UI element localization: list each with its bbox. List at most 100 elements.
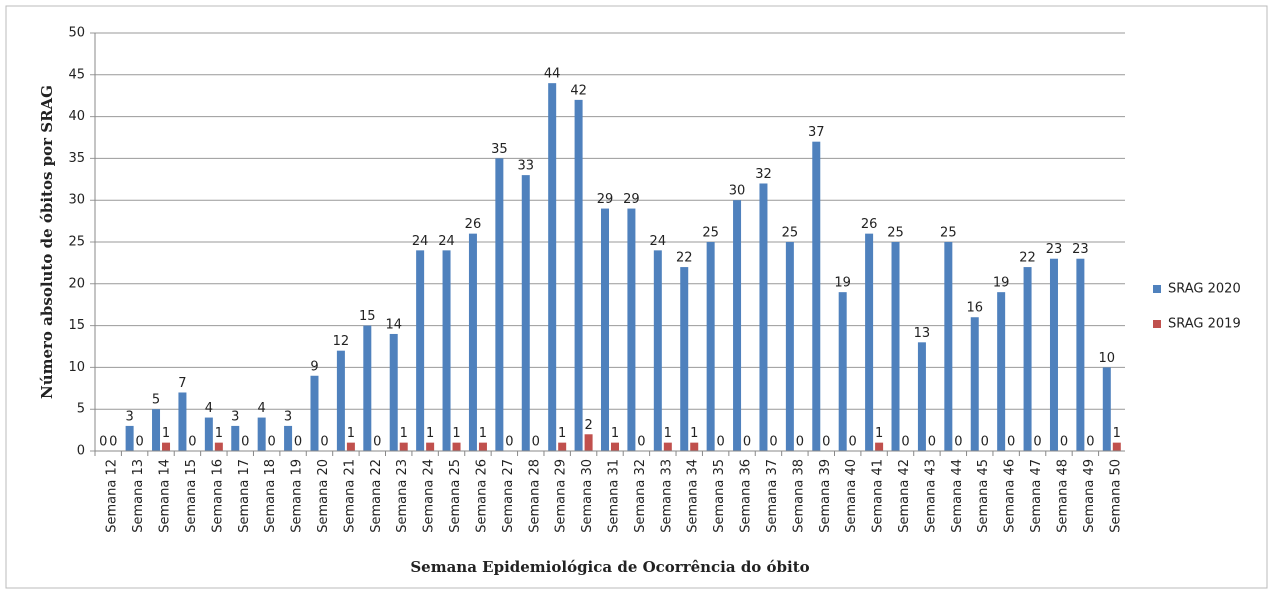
data-label: 4 bbox=[258, 401, 266, 416]
data-label: 16 bbox=[966, 301, 983, 316]
y-tick-label: 45 bbox=[68, 67, 85, 82]
bar bbox=[1023, 267, 1032, 451]
bar bbox=[521, 175, 530, 451]
bar bbox=[416, 250, 425, 451]
data-label: 1 bbox=[611, 426, 619, 441]
x-tick-label: Semana 39 bbox=[818, 459, 833, 533]
data-label: 0 bbox=[769, 435, 777, 450]
y-tick-label: 50 bbox=[68, 26, 85, 41]
data-label: 29 bbox=[623, 192, 640, 207]
legend-label: SRAG 2019 bbox=[1168, 317, 1241, 332]
x-tick-label: Semana 31 bbox=[607, 459, 622, 533]
bar bbox=[865, 233, 874, 451]
x-tick-label: Semana 19 bbox=[290, 459, 305, 533]
bar bbox=[706, 242, 715, 451]
data-label: 0 bbox=[901, 435, 909, 450]
bar bbox=[997, 292, 1006, 451]
bar bbox=[363, 325, 372, 451]
data-label: 7 bbox=[178, 376, 186, 391]
data-label: 1 bbox=[875, 426, 883, 441]
data-label: 42 bbox=[570, 83, 587, 98]
y-tick-label: 15 bbox=[68, 318, 85, 333]
bar bbox=[1102, 367, 1111, 451]
y-tick-label: 10 bbox=[68, 360, 85, 375]
data-label: 1 bbox=[1113, 426, 1121, 441]
bar bbox=[548, 83, 557, 451]
bar bbox=[663, 442, 672, 451]
bar bbox=[970, 317, 979, 451]
data-label: 0 bbox=[268, 435, 276, 450]
y-tick-label: 25 bbox=[68, 235, 85, 250]
bar bbox=[574, 99, 583, 451]
bar bbox=[162, 442, 171, 451]
data-label: 0 bbox=[532, 435, 540, 450]
data-label: 37 bbox=[808, 125, 825, 140]
bar bbox=[478, 442, 487, 451]
legend-swatch bbox=[1153, 285, 1161, 293]
data-label: 24 bbox=[412, 234, 429, 249]
bar bbox=[468, 233, 477, 451]
data-label: 3 bbox=[125, 409, 133, 424]
x-tick-label: Semana 27 bbox=[501, 459, 516, 533]
data-label: 26 bbox=[861, 217, 878, 232]
data-label: 0 bbox=[981, 435, 989, 450]
bar bbox=[680, 267, 689, 451]
data-label: 33 bbox=[517, 159, 534, 174]
bar bbox=[917, 342, 926, 451]
data-label: 0 bbox=[637, 435, 645, 450]
data-label: 9 bbox=[310, 359, 318, 374]
data-label: 15 bbox=[359, 309, 376, 324]
legend-swatch bbox=[1153, 320, 1161, 328]
data-label: 0 bbox=[99, 435, 107, 450]
bar bbox=[426, 442, 435, 451]
x-tick-label: Semana 18 bbox=[263, 459, 278, 533]
bar bbox=[875, 442, 884, 451]
bar bbox=[178, 392, 187, 451]
data-label: 0 bbox=[188, 435, 196, 450]
bar bbox=[1076, 258, 1085, 451]
data-label: 19 bbox=[993, 276, 1010, 291]
data-label: 0 bbox=[109, 435, 117, 450]
data-label: 26 bbox=[465, 217, 482, 232]
x-tick-label: Semana 35 bbox=[712, 459, 727, 533]
data-label: 1 bbox=[347, 426, 355, 441]
x-tick-label: Semana 12 bbox=[105, 459, 120, 533]
data-label: 0 bbox=[928, 435, 936, 450]
data-label: 19 bbox=[834, 276, 851, 291]
data-label: 0 bbox=[743, 435, 751, 450]
bar bbox=[601, 208, 609, 451]
x-tick-label: Semana 28 bbox=[527, 459, 542, 533]
x-tick-label: Semana 43 bbox=[923, 459, 938, 533]
data-label: 0 bbox=[1033, 435, 1041, 450]
y-tick-label: 5 bbox=[77, 402, 85, 417]
bar bbox=[231, 425, 240, 451]
bar bbox=[584, 434, 593, 451]
x-tick-label: Semana 17 bbox=[237, 459, 252, 533]
x-tick-label: Semana 37 bbox=[765, 459, 780, 533]
data-label: 1 bbox=[690, 426, 698, 441]
data-label: 0 bbox=[505, 435, 513, 450]
data-label: 25 bbox=[782, 226, 799, 241]
data-label: 25 bbox=[887, 226, 904, 241]
bar bbox=[891, 242, 900, 451]
data-label: 24 bbox=[650, 234, 667, 249]
y-tick-label: 35 bbox=[68, 151, 85, 166]
bar bbox=[1112, 442, 1121, 451]
bar bbox=[204, 417, 213, 451]
data-label: 0 bbox=[1086, 435, 1094, 450]
data-label: 3 bbox=[231, 409, 239, 424]
x-tick-label: Semana 45 bbox=[976, 459, 991, 533]
y-axis-title: Número absoluto de óbitos por SRAG bbox=[38, 85, 56, 399]
bar bbox=[627, 208, 636, 451]
data-label: 32 bbox=[755, 167, 772, 182]
y-tick-label: 20 bbox=[68, 276, 85, 291]
data-label: 0 bbox=[1060, 435, 1068, 450]
x-tick-label: Semana 29 bbox=[554, 459, 569, 533]
data-label: 0 bbox=[373, 435, 381, 450]
bar bbox=[759, 183, 768, 452]
x-tick-label: Semana 34 bbox=[686, 459, 701, 533]
x-tick-label: Semana 50 bbox=[1108, 459, 1123, 533]
data-label: 23 bbox=[1046, 242, 1063, 257]
data-label: 22 bbox=[1019, 251, 1036, 266]
bar bbox=[442, 250, 451, 451]
